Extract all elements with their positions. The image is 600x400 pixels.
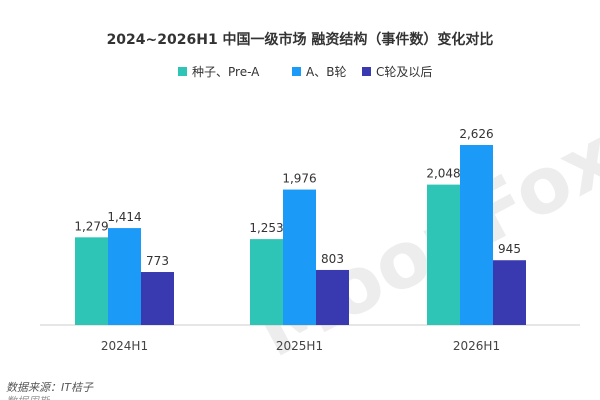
data-label: 773 [146, 254, 169, 268]
legend-item-3: C轮及以后 [362, 65, 432, 79]
data-label: 1,414 [107, 210, 141, 224]
x-tick-label: 2026H1 [453, 339, 500, 353]
bar [75, 237, 108, 325]
bar [427, 184, 460, 325]
bar [141, 272, 174, 325]
data-period-note: 数据周期 [6, 393, 50, 400]
legend-label: C轮及以后 [376, 65, 432, 79]
data-label: 1,976 [282, 172, 316, 186]
bar [493, 260, 526, 325]
chart-legend: 种子、Pre-A A、B轮 C轮及以后 [178, 65, 432, 79]
legend-swatch [362, 67, 371, 76]
legend-swatch [292, 67, 301, 76]
x-tick-label: 2025H1 [276, 339, 323, 353]
bar [108, 228, 141, 325]
chart-canvas: 2024~2026H1 中国一级市场 融资结构（事件数）变化对比 MoonFox… [40, 31, 600, 375]
legend-swatch [178, 67, 187, 76]
bar [316, 269, 349, 325]
data-label: 2,048 [426, 167, 460, 181]
bar [460, 145, 493, 325]
x-tick-label: 2024H1 [101, 339, 148, 353]
data-label: 803 [321, 252, 344, 266]
data-label: 1,253 [249, 221, 283, 235]
chart-title: 2024~2026H1 中国一级市场 融资结构（事件数）变化对比 [107, 31, 494, 48]
data-label: 1,279 [74, 219, 108, 233]
legend-label: 种子、Pre-A [192, 65, 260, 79]
legend-label: A、B轮 [306, 65, 346, 79]
data-label: 945 [498, 242, 521, 256]
legend-item-1: 种子、Pre-A [178, 65, 260, 79]
data-source-note: 数据来源：IT桔子 [6, 381, 93, 394]
bar [250, 239, 283, 325]
data-label: 2,626 [459, 127, 493, 141]
bar [283, 189, 316, 325]
legend-item-2: A、B轮 [292, 65, 346, 79]
